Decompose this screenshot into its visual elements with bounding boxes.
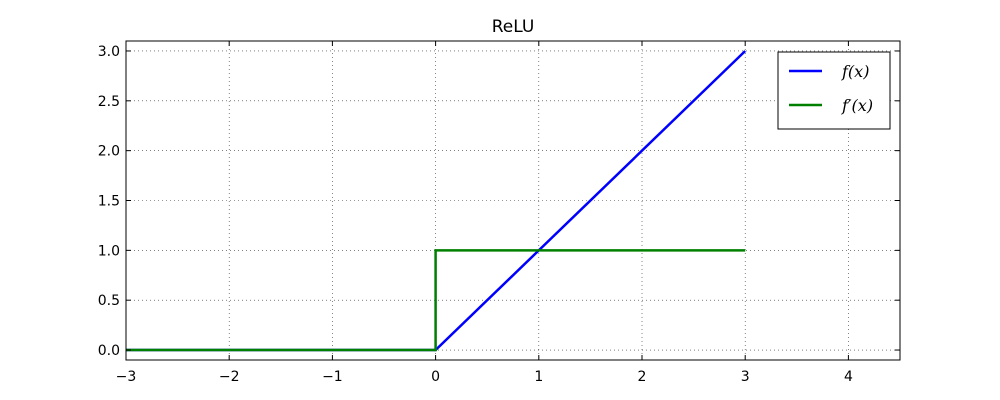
- legend: f(x) f′(x): [777, 51, 891, 130]
- y-tick-label: 2.5: [98, 94, 120, 110]
- legend-box: [777, 51, 891, 130]
- x-tick-label: 1: [534, 369, 543, 385]
- y-tick-label: 2.0: [98, 144, 120, 160]
- x-tick-label: −2: [219, 369, 240, 385]
- legend-label: f(x): [841, 62, 869, 81]
- legend-label: f′(x): [841, 96, 873, 115]
- x-tick-label: 4: [844, 369, 853, 385]
- y-tick-label: 1.0: [98, 243, 120, 259]
- x-tick-label: −3: [116, 369, 137, 385]
- y-tick-label: 3.0: [98, 44, 120, 60]
- y-tick-label: 0.0: [98, 343, 120, 359]
- series-layer: [126, 50, 747, 352]
- x-tick-label: −1: [322, 369, 343, 385]
- x-tick-label: 3: [741, 369, 750, 385]
- x-tick-label: 0: [431, 369, 440, 385]
- y-tick-label: 1.5: [98, 194, 120, 210]
- grid: [125, 41, 900, 360]
- y-tick-label: 0.5: [98, 293, 120, 309]
- chart-title: ReLU: [492, 17, 535, 37]
- x-tick-label: 2: [638, 369, 647, 385]
- axis-ticks: −3 −2 −1 0 1 2 3 4 0.0 0.5 1.0 1.5 2.0 2.5 3.0: [98, 41, 900, 385]
- series-line-f-prime: [126, 249, 746, 352]
